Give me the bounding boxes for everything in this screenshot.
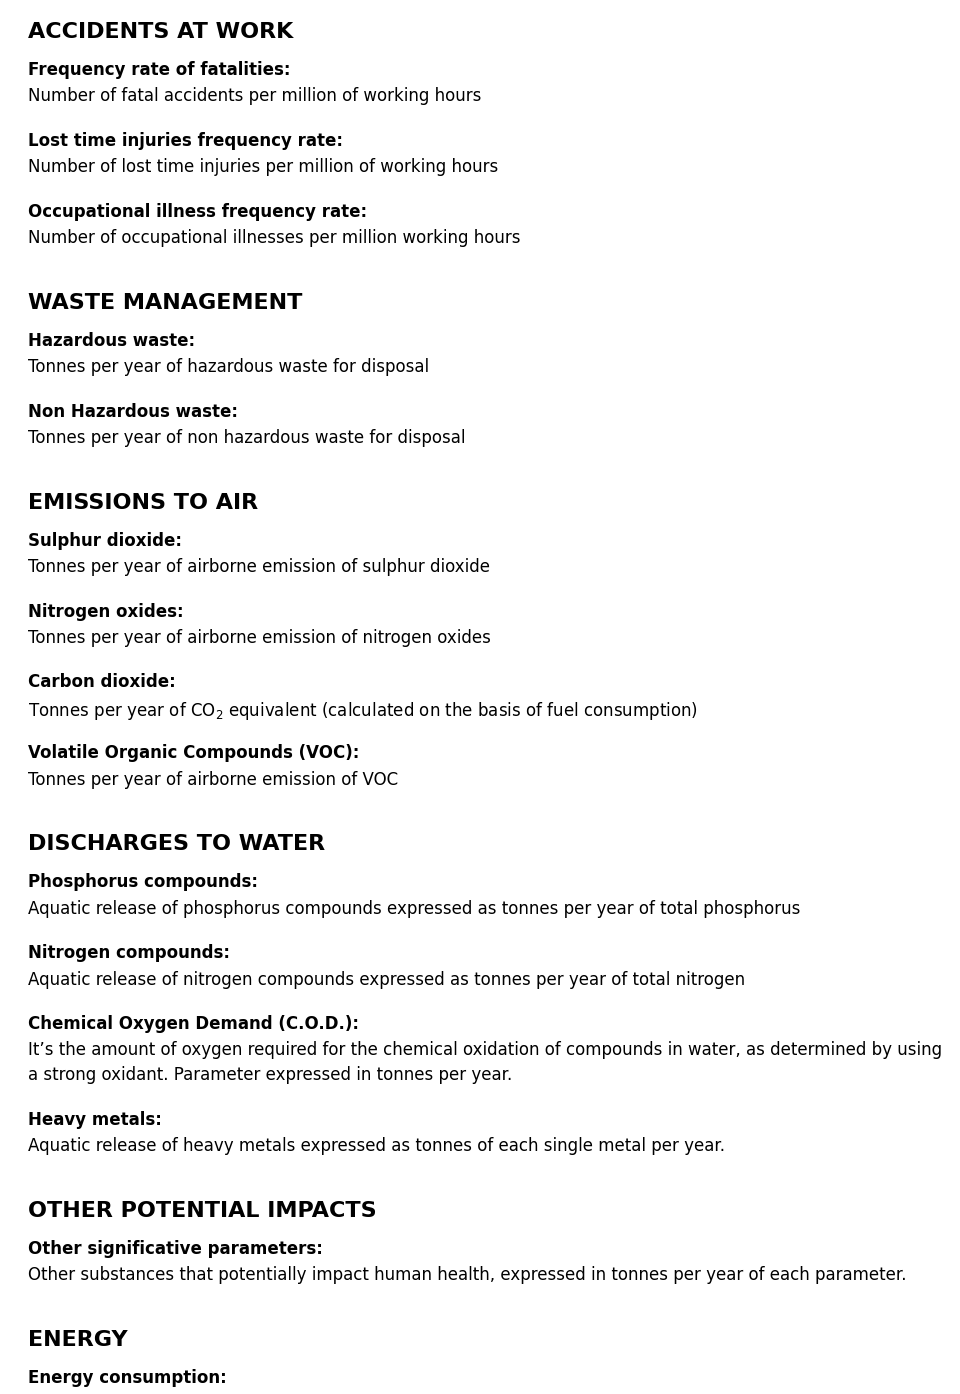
Text: Nitrogen compounds:: Nitrogen compounds:	[28, 944, 230, 962]
Text: Other substances that potentially impact human health, expressed in tonnes per y: Other substances that potentially impact…	[28, 1266, 906, 1284]
Text: Tonnes per year of non hazardous waste for disposal: Tonnes per year of non hazardous waste f…	[28, 429, 466, 447]
Text: Aquatic release of phosphorus compounds expressed as tonnes per year of total ph: Aquatic release of phosphorus compounds …	[28, 899, 801, 917]
Text: WASTE MANAGEMENT: WASTE MANAGEMENT	[28, 293, 302, 312]
Text: EMISSIONS TO AIR: EMISSIONS TO AIR	[28, 493, 258, 513]
Text: Other significative parameters:: Other significative parameters:	[28, 1241, 323, 1257]
Text: Nitrogen oxides:: Nitrogen oxides:	[28, 602, 183, 620]
Text: Sulphur dioxide:: Sulphur dioxide:	[28, 531, 182, 549]
Text: Aquatic release of nitrogen compounds expressed as tonnes per year of total nitr: Aquatic release of nitrogen compounds ex…	[28, 970, 745, 988]
Text: Number of occupational illnesses per million working hours: Number of occupational illnesses per mil…	[28, 229, 520, 247]
Text: Occupational illness frequency rate:: Occupational illness frequency rate:	[28, 202, 367, 220]
Text: Energy consumption:: Energy consumption:	[28, 1369, 227, 1387]
Text: Tonnes per year of CO$_2$ equivalent (calculated on the basis of fuel consumptio: Tonnes per year of CO$_2$ equivalent (ca…	[28, 700, 698, 722]
Text: Hazardous waste:: Hazardous waste:	[28, 332, 195, 350]
Text: Chemical Oxygen Demand (C.O.D.):: Chemical Oxygen Demand (C.O.D.):	[28, 1015, 359, 1033]
Text: ENERGY: ENERGY	[28, 1330, 128, 1351]
Text: ACCIDENTS AT WORK: ACCIDENTS AT WORK	[28, 22, 293, 42]
Text: Volatile Organic Compounds (VOC):: Volatile Organic Compounds (VOC):	[28, 744, 359, 763]
Text: Aquatic release of heavy metals expressed as tonnes of each single metal per yea: Aquatic release of heavy metals expresse…	[28, 1138, 725, 1156]
Text: Number of fatal accidents per million of working hours: Number of fatal accidents per million of…	[28, 88, 481, 106]
Text: Non Hazardous waste:: Non Hazardous waste:	[28, 403, 238, 421]
Text: DISCHARGES TO WATER: DISCHARGES TO WATER	[28, 835, 325, 855]
Text: Tonnes per year of airborne emission of sulphur dioxide: Tonnes per year of airborne emission of …	[28, 558, 490, 576]
Text: Tonnes per year of hazardous waste for disposal: Tonnes per year of hazardous waste for d…	[28, 358, 429, 376]
Text: OTHER POTENTIAL IMPACTS: OTHER POTENTIAL IMPACTS	[28, 1202, 376, 1221]
Text: It’s the amount of oxygen required for the chemical oxidation of compounds in wa: It’s the amount of oxygen required for t…	[28, 1041, 942, 1083]
Text: Frequency rate of fatalities:: Frequency rate of fatalities:	[28, 61, 291, 79]
Text: Heavy metals:: Heavy metals:	[28, 1111, 162, 1129]
Text: Lost time injuries frequency rate:: Lost time injuries frequency rate:	[28, 131, 343, 149]
Text: Number of lost time injuries per million of working hours: Number of lost time injuries per million…	[28, 158, 498, 176]
Text: Tonnes per year of airborne emission of VOC: Tonnes per year of airborne emission of …	[28, 771, 398, 789]
Text: Phosphorus compounds:: Phosphorus compounds:	[28, 874, 258, 891]
Text: Carbon dioxide:: Carbon dioxide:	[28, 673, 176, 691]
Text: Tonnes per year of airborne emission of nitrogen oxides: Tonnes per year of airborne emission of …	[28, 629, 491, 647]
